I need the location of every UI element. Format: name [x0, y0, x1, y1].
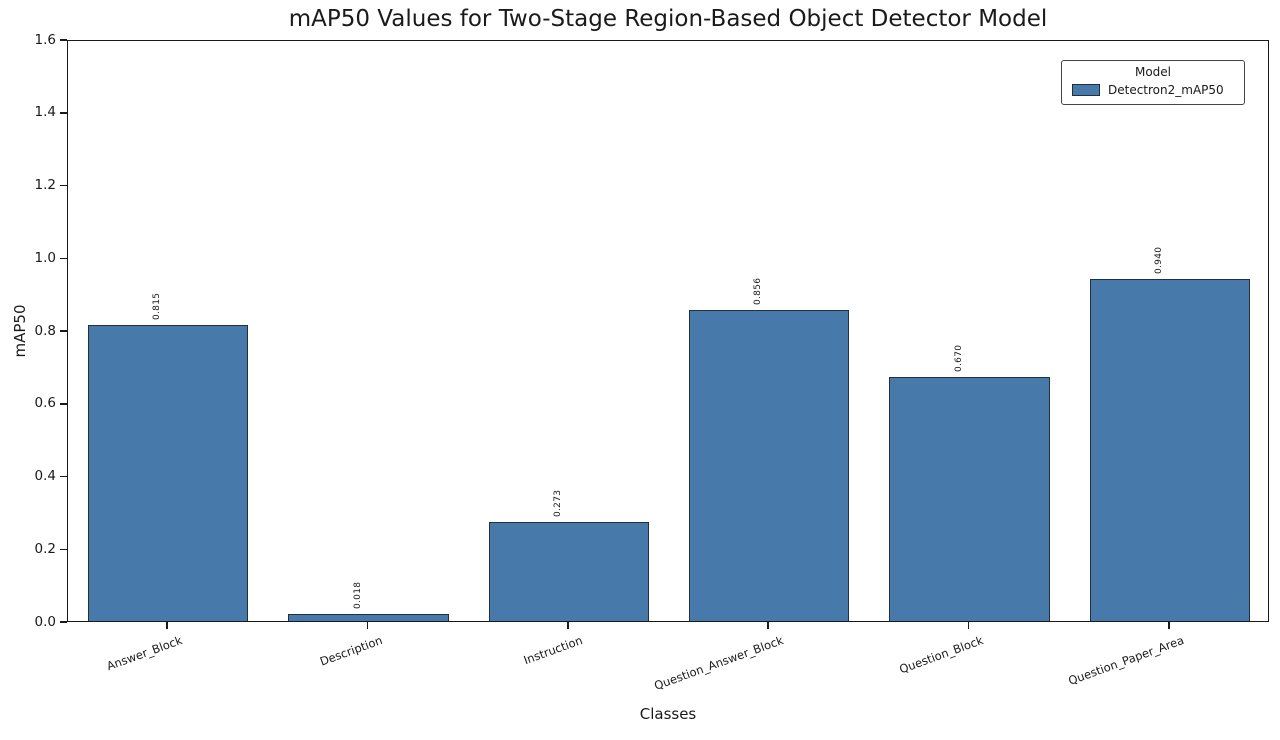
y-tick-mark	[60, 475, 67, 478]
y-tick-label: 1.0	[34, 249, 56, 266]
x-tick-mark	[1168, 622, 1170, 629]
y-tick-mark	[60, 112, 67, 114]
bar-value-label: 0.018	[352, 582, 363, 610]
legend-title: Model	[1134, 65, 1172, 79]
x-tick-mark	[767, 622, 769, 629]
x-axis-label: Classes	[639, 705, 697, 723]
chart-title: mAP50 Values for Two-Stage Region-Based …	[288, 6, 1048, 32]
y-tick-label: 1.2	[34, 177, 56, 193]
y-tick-mark	[60, 548, 67, 550]
x-tick-label: Description	[317, 633, 385, 669]
bar-value-label: 0.670	[953, 345, 964, 373]
y-tick-mark	[60, 330, 67, 332]
legend-entry: Detectron2_mAP50	[1070, 83, 1236, 97]
x-tick-label: Instruction	[521, 633, 585, 668]
bar-value-label: 0.815	[152, 292, 163, 320]
bar-value-label: 0.856	[753, 277, 764, 305]
y-tick-mark	[60, 403, 67, 405]
x-tick-label: Answer_Block	[104, 633, 184, 674]
y-tick-label: 0.8	[34, 322, 56, 339]
x-tick-mark	[567, 622, 569, 629]
y-tick-label: 0.0	[34, 613, 56, 630]
bar-Question_Answer_Block	[689, 309, 850, 621]
x-tick-mark	[366, 622, 369, 629]
bar-Instruction	[488, 521, 649, 621]
y-tick-label: 0.6	[34, 395, 56, 412]
bar-Question_Block	[889, 377, 1050, 621]
y-tick-label: 0.2	[34, 540, 56, 557]
bar-value-label: 0.273	[552, 489, 563, 517]
x-tick-mark	[166, 622, 168, 629]
legend: Model Detectron2_mAP50	[1061, 60, 1245, 105]
bar-Answer_Block	[88, 324, 249, 621]
y-tick-mark	[60, 184, 67, 187]
x-tick-label: Question_Paper_Area	[1066, 633, 1186, 688]
x-tick-label: Question_Answer_Block	[651, 633, 785, 693]
x-tick-label: Question_Block	[897, 633, 986, 677]
legend-swatch	[1072, 84, 1100, 96]
y-tick-mark	[60, 39, 67, 41]
bar-Description	[288, 614, 449, 621]
y-tick-label: 0.4	[34, 468, 56, 484]
bar-value-label: 0.940	[1153, 246, 1164, 275]
y-tick-label: 1.4	[34, 104, 56, 121]
y-tick-label: 1.6	[34, 31, 56, 48]
y-tick-mark	[60, 621, 67, 623]
legend-entry-label: Detectron2_mAP50	[1108, 83, 1224, 97]
y-tick-mark	[60, 257, 67, 259]
bar-Question_Paper_Area	[1089, 279, 1250, 621]
plot-area: 0.815 0.018 0.273 0.856 0.670 0.940	[67, 40, 1269, 622]
x-tick-mark	[967, 622, 970, 629]
